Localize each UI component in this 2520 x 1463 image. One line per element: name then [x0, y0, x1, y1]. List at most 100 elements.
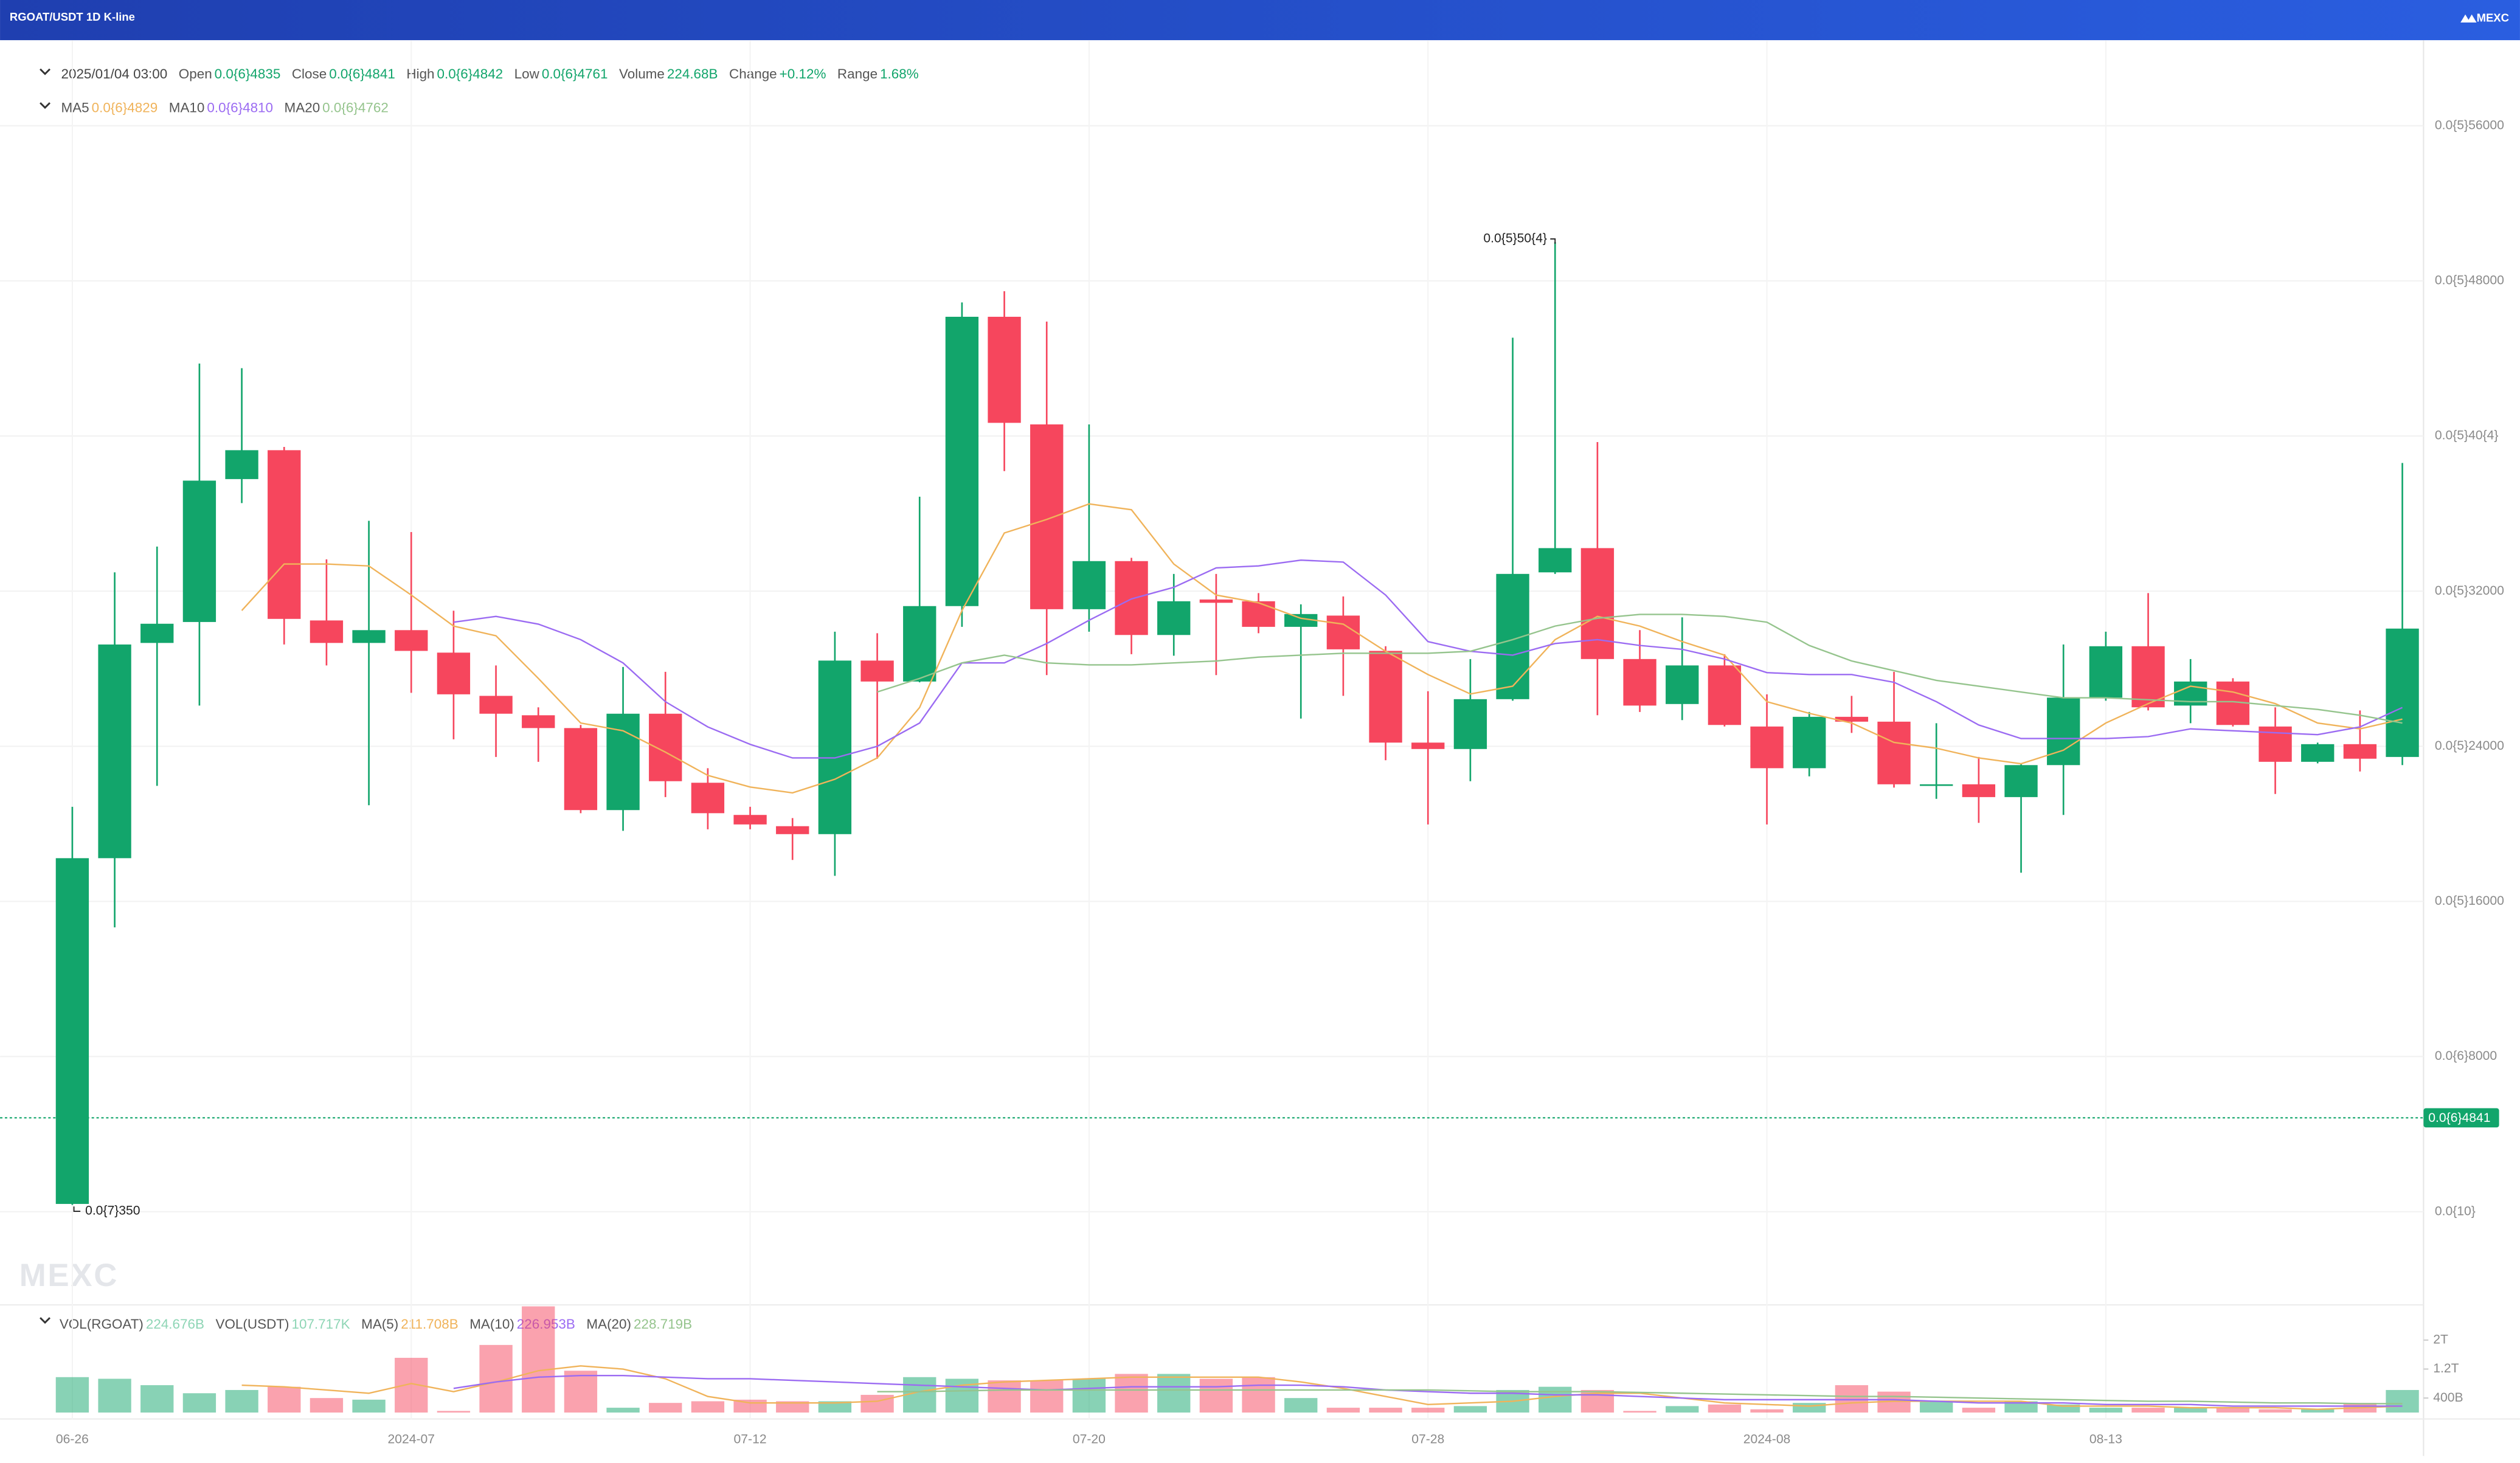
candle-body [1750, 726, 1784, 769]
volume-bar [2301, 1409, 2335, 1413]
volume-bar [268, 1386, 301, 1413]
volume-bar [818, 1401, 852, 1413]
candle-body [2089, 646, 2123, 698]
brand-icon [2460, 14, 2477, 22]
y-tick-label: 2T [2433, 1332, 2448, 1346]
volume-bar [437, 1411, 471, 1413]
candle-body [649, 713, 682, 781]
x-tick-label: 07-28 [1411, 1433, 1444, 1447]
legend-text: +0.12% [780, 66, 826, 81]
candle-body [1326, 615, 1360, 649]
candle-body [2047, 697, 2080, 766]
volume-bar [1920, 1401, 1953, 1413]
legend-text: 0.0{6}4829 [92, 100, 158, 115]
current-price-tag [2423, 1108, 2499, 1128]
volume-bar [140, 1385, 174, 1413]
volume-bar [55, 1377, 89, 1413]
candle-body [268, 450, 301, 619]
legend-text: 224.68B [667, 66, 718, 81]
title: RGOAT/USDT 1D K-line [10, 10, 135, 23]
candle-body [1708, 665, 1742, 725]
x-tick-label: 07-20 [1073, 1433, 1106, 1447]
volume-bar [649, 1403, 682, 1413]
volume-bar [1453, 1406, 1487, 1413]
brand: MEXC [2477, 11, 2509, 24]
legend-text: 211.708B [401, 1316, 458, 1332]
volume-bar [2386, 1389, 2419, 1413]
legend-text: 224.676B [146, 1316, 204, 1332]
candle-body [606, 713, 640, 811]
legend-text: MA20 [285, 100, 320, 115]
legend-text: MA5 [61, 100, 89, 115]
legend-text: Low [514, 66, 540, 81]
candle-body [2386, 628, 2419, 757]
legend-text: MA(20) [586, 1316, 631, 1332]
candle-body [2301, 744, 2335, 762]
low-marker [73, 1206, 81, 1212]
high-label: 0.0{5}50{4} [1483, 231, 1547, 245]
candle-body [522, 715, 555, 728]
y-tick-label: 0.0{5}40{4} [2435, 429, 2499, 443]
candle-body [1623, 659, 1656, 706]
volume-bar [860, 1394, 894, 1413]
volume-bar [1539, 1386, 1572, 1413]
candle-body [691, 783, 725, 814]
candle-body [1539, 548, 1572, 573]
legend-text: 0.0{6}4842 [437, 66, 504, 81]
volume-bar [2174, 1408, 2207, 1413]
candle-body [1199, 599, 1233, 603]
volume-bar [1411, 1408, 1445, 1413]
volume-bar [1835, 1385, 1869, 1413]
candle-body [437, 652, 471, 694]
ma-line [877, 1389, 2403, 1405]
legend-text: 107.717K [291, 1316, 350, 1332]
x-tick-label: 06-26 [56, 1433, 89, 1447]
legend-text: MA10 [169, 100, 205, 115]
candle-body [988, 316, 1021, 423]
candle-body [1666, 665, 1699, 704]
candle-body [1920, 784, 1953, 786]
candle-body [182, 480, 216, 622]
legend-text: MA(10) [469, 1316, 514, 1332]
y-tick-label: 0.0{5}56000 [2435, 118, 2504, 132]
candle-body [564, 728, 598, 811]
legend-text: VOL(RGOAT) [60, 1316, 144, 1332]
collapse-chevron[interactable] [40, 68, 51, 1324]
candle-body [98, 644, 131, 859]
volume-bar [564, 1371, 598, 1413]
volume-bar [1326, 1408, 1360, 1413]
legend-text: 0.0{6}4841 [329, 66, 395, 81]
y-tick-label: 1.2T [2433, 1361, 2459, 1375]
candle-body [2131, 646, 2165, 708]
watermark: MEXC [19, 1257, 119, 1293]
volume-bar [2089, 1408, 2123, 1413]
candle-body [1411, 742, 1445, 749]
ma-line [241, 503, 2403, 794]
volume-bar [1623, 1411, 1656, 1413]
legend-text: VOL(USDT) [215, 1316, 289, 1332]
candle-body [1157, 601, 1191, 635]
ma-line [241, 1365, 2403, 1410]
current-price-label: 0.0{6}4841 [2428, 1111, 2490, 1125]
volume-bar [776, 1401, 809, 1413]
low-label: 0.0{7}350 [85, 1204, 140, 1218]
y-tick-label: 400B [2433, 1391, 2463, 1405]
y-tick-label: 0.0{5}24000 [2435, 739, 2504, 753]
candle-body [1115, 561, 1148, 635]
volume-bar [1072, 1378, 1106, 1413]
volume-bar [606, 1408, 640, 1413]
ma-line [453, 1374, 2403, 1407]
legend-text: 0.0{6}4810 [207, 100, 273, 115]
candle-body [352, 630, 386, 643]
x-tick-label: 08-13 [2089, 1433, 2122, 1447]
candle-body [225, 450, 258, 479]
candle-body [310, 620, 344, 643]
legend-text: 2025/01/04 03:00 [61, 66, 167, 81]
y-tick-label: 0.0{5}32000 [2435, 584, 2504, 598]
candle-body [395, 630, 428, 651]
title-bar [0, 0, 2520, 41]
candle-body [818, 660, 852, 834]
volume-bar [98, 1378, 131, 1413]
candle-body [733, 815, 767, 825]
volume-bar [1750, 1409, 1784, 1413]
